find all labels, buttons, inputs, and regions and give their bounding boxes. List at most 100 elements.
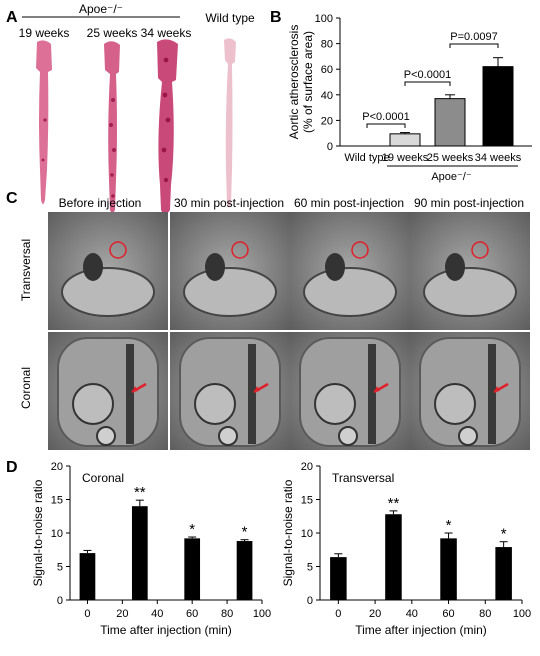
mri-transversal-image: [170, 212, 290, 330]
chart-d-bar: [385, 514, 402, 600]
red-circle-marker: [351, 241, 369, 259]
chart-d-y-tick-label: 5: [57, 562, 63, 574]
chart-b-x-tick-label: 34 weeks: [475, 152, 522, 164]
mri-transversal-image: [290, 212, 410, 330]
chart-b-comparison-bracket: [404, 81, 451, 86]
sample-label-19w: 19 weeks: [19, 26, 70, 40]
sample-label-25w: 25 weeks: [87, 26, 138, 40]
chart-b-comparison-bracket: [449, 43, 499, 48]
chart-b-bar: [389, 133, 421, 147]
sample-label-wild-type: Wild type: [205, 11, 255, 25]
chart-d-y-tick-label: 20: [51, 461, 63, 473]
mri-tissue-region: [183, 267, 277, 317]
mri-coronal-image: [170, 332, 290, 450]
chart-d-y-tick-label: 0: [57, 595, 63, 607]
mri-transversal-image: [48, 212, 168, 330]
chart-d-x-tick-label: 20: [116, 608, 128, 620]
red-arrow-head: [374, 386, 380, 392]
chart-d-x-tick-label: 80: [221, 608, 233, 620]
panel-d-label: D: [6, 459, 18, 476]
chart-d-significance: **: [388, 495, 400, 512]
mri-organ-circle: [96, 426, 116, 446]
chart-b-comparison-bracket: [366, 123, 406, 128]
chart-d-y-tick-label: 10: [301, 528, 313, 540]
mri-vessel-dark: [248, 344, 256, 444]
chart-d-bar: [330, 557, 347, 600]
chart-b-y-tick-label: 60: [321, 64, 333, 76]
chart-b-y-axis-label: Aortic atherosclerosis(% of surface area…: [287, 25, 315, 140]
chart-d-y-tick-label: 15: [301, 495, 313, 507]
mri-tissue-region: [61, 267, 155, 317]
mri-image-grid: [48, 212, 530, 450]
chart-b-bar: [482, 66, 514, 147]
chart-d-x-tick-label: 100: [513, 608, 531, 620]
mri-vessel-dark: [445, 253, 465, 281]
chart-b-y-tick-label: 0: [327, 141, 333, 153]
panel-b-label: B: [270, 9, 282, 26]
chart-b-apoe-label: Apoe⁻/⁻: [431, 171, 472, 183]
chart-b-x-tick-label: 19 weeks: [382, 152, 429, 164]
row-label-coronal: Coronal: [19, 367, 33, 409]
chart-d-x-tick-label: 0: [84, 608, 90, 620]
chart-d-title: Transversal: [332, 471, 394, 485]
chart-d-x-tick-label: 0: [335, 608, 341, 620]
chart-d-significance: **: [134, 484, 146, 501]
mri-organ-circle: [314, 383, 356, 425]
chart-d-y-axis-label: Signal-to-noise ratio: [31, 479, 45, 586]
red-circle-marker: [109, 241, 127, 259]
mri-coronal-image: [48, 332, 168, 450]
chart-d-bar: [495, 547, 512, 600]
chart-d-x-tick-label: 40: [151, 608, 163, 620]
chart-d-x-tick-label: 100: [253, 608, 271, 620]
apoe-group-label: Apoe⁻/⁻: [79, 2, 123, 16]
chart-d-y-tick-label: 0: [307, 595, 313, 607]
chart-d-bar: [131, 506, 148, 600]
red-circle-marker: [471, 241, 489, 259]
row-label-transversal: Transversal: [19, 239, 33, 301]
chart-d-bar: [79, 553, 96, 600]
mri-organ-circle: [338, 426, 358, 446]
sample-label-34w: 34 weeks: [141, 26, 192, 40]
red-arrow-head: [254, 386, 260, 392]
chart-d-title: Coronal: [82, 471, 124, 485]
chart-b-y-axis-label-line: Aortic atherosclerosis: [287, 25, 301, 140]
chart-d-bar: [236, 541, 253, 600]
aorta-image-wild-type: [224, 38, 236, 208]
aorta-image-19w: [36, 40, 52, 205]
mri-organ-circle: [458, 426, 478, 446]
mri-coronal-image: [410, 332, 530, 450]
mri-organ-circle: [194, 383, 236, 425]
chart-d-y-tick-label: 5: [307, 562, 313, 574]
chart-d-x-tick-label: 20: [369, 608, 381, 620]
mri-vessel-dark: [368, 344, 376, 444]
mri-vessel-dark: [488, 344, 496, 444]
chart-d-y-axis-label: Signal-to-noise ratio: [281, 479, 295, 586]
chart-d-coronal: 0 5 10 15 20 0 20 40 60 80 100 Time after injection…: [31, 461, 271, 637]
mri-organ-circle: [218, 426, 238, 446]
column-label-90min: 90 min post-injection: [414, 196, 524, 210]
column-label-before: Before injection: [59, 196, 142, 210]
aorta-image-25w: [104, 41, 120, 213]
mri-vessel-dark: [126, 344, 134, 444]
mri-organ-circle: [72, 383, 114, 425]
mri-transversal-image: [410, 212, 530, 330]
panel-c-label: C: [6, 190, 18, 207]
chart-d-significance: *: [446, 517, 452, 534]
chart-d-x-tick-label: 40: [406, 608, 418, 620]
red-circle-marker: [231, 241, 249, 259]
mri-vessel-dark: [205, 253, 225, 281]
chart-b-x-tick-label: 25 weeks: [427, 152, 474, 164]
chart-b-y-tick-label: 100: [315, 13, 333, 25]
chart-b-y-tick-label: 40: [321, 90, 333, 102]
chart-b-y-tick-label: 20: [321, 115, 333, 127]
chart-d-significance: *: [242, 524, 248, 541]
chart-d-y-tick-label: 20: [301, 461, 313, 473]
chart-b-p-value: P=0.0097: [450, 31, 497, 43]
red-arrow-head: [494, 386, 500, 392]
chart-d-x-tick-label: 60: [186, 608, 198, 620]
mri-coronal-image: [290, 332, 410, 450]
chart-d-y-tick-label: 10: [51, 528, 63, 540]
chart-b-y-axis-label-line: (% of surface area): [301, 31, 315, 133]
chart-b-p-value: P<0.0001: [362, 111, 409, 123]
